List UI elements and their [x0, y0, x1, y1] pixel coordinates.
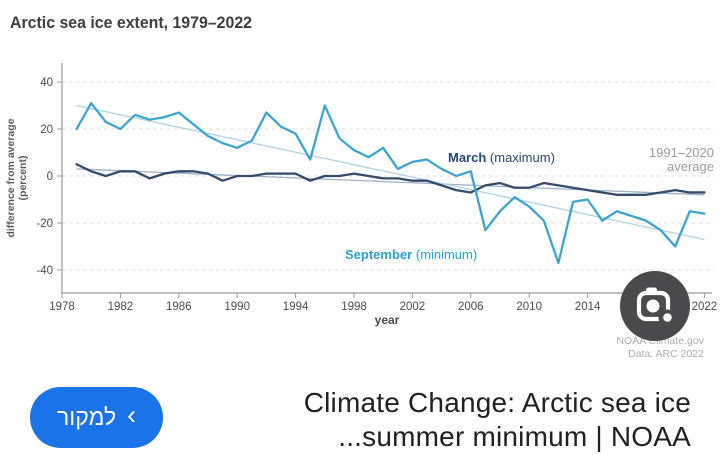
svg-text:Data: ARC 2022: Data: ARC 2022: [628, 348, 704, 360]
chevron-left-icon: ‹: [127, 400, 137, 430]
svg-text:NOAA Climate.gov: NOAA Climate.gov: [616, 335, 704, 347]
svg-text:average: average: [667, 159, 714, 174]
result-title-line1[interactable]: Climate Change: Arctic sea ice: [303, 387, 691, 418]
svg-text:1991–2020: 1991–2020: [649, 145, 714, 160]
svg-text:1986: 1986: [166, 301, 192, 313]
google-lens-button[interactable]: [620, 271, 690, 341]
svg-text:2010: 2010: [516, 301, 542, 313]
chart-svg: Arctic sea ice extent, 1979–2022 40 20 0 -20…: [5, 13, 718, 360]
svg-text:40: 40: [40, 77, 53, 89]
svg-text:2022: 2022: [692, 301, 718, 313]
svg-text:1990: 1990: [224, 301, 250, 313]
svg-text:-40: -40: [36, 265, 53, 277]
svg-text:20: 20: [40, 124, 53, 136]
svg-text:difference from average(percen: difference from average(percent): [5, 118, 29, 237]
svg-text:Arctic sea ice extent, 1979–20: Arctic sea ice extent, 1979–2022: [10, 13, 252, 32]
result-title[interactable]: Climate Change: Arctic sea ice ...summer…: [304, 386, 691, 454]
source-button-label: למקור: [57, 404, 117, 430]
svg-text:1982: 1982: [108, 301, 134, 313]
source-button[interactable]: למקור ‹: [30, 387, 164, 448]
result-title-line2[interactable]: ...summer minimum | NOAA: [338, 421, 691, 452]
svg-text:1978: 1978: [49, 301, 75, 313]
svg-text:2006: 2006: [458, 301, 484, 313]
svg-text:1998: 1998: [341, 301, 367, 313]
svg-text:2014: 2014: [575, 301, 601, 313]
camera-lens-icon: [636, 287, 676, 327]
svg-text:-20: -20: [36, 218, 53, 230]
svg-text:1994: 1994: [283, 301, 309, 313]
svg-text:September (minimum): September (minimum): [345, 247, 477, 262]
svg-text:2002: 2002: [400, 301, 426, 313]
svg-text:year: year: [375, 313, 400, 327]
svg-text:March (maximum): March (maximum): [448, 150, 555, 165]
svg-text:0: 0: [47, 171, 53, 183]
